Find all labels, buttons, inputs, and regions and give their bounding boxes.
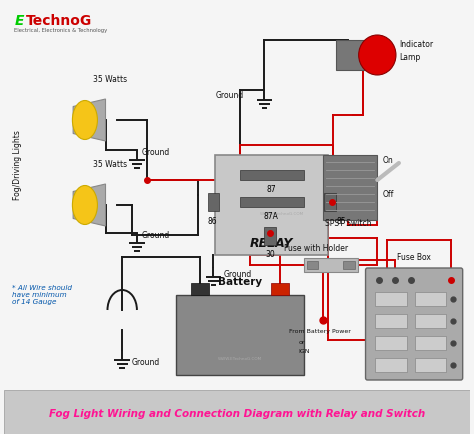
Bar	[240, 197, 304, 207]
Polygon shape	[73, 184, 106, 226]
Bar	[415, 292, 446, 306]
Bar	[343, 261, 355, 269]
Bar	[415, 336, 446, 350]
Bar	[4, 390, 470, 434]
Text: Ground: Ground	[215, 91, 244, 100]
Text: WWW.ETechnoG.COM: WWW.ETechnoG.COM	[218, 357, 262, 361]
Text: 87: 87	[266, 185, 276, 194]
Polygon shape	[73, 99, 106, 141]
Ellipse shape	[73, 101, 98, 139]
Bar	[176, 295, 304, 375]
Text: WWW.ETechnoG.COM: WWW.ETechnoG.COM	[260, 212, 304, 216]
Text: SPST Switch: SPST Switch	[325, 219, 372, 228]
Text: On: On	[382, 156, 393, 165]
Text: Lamp: Lamp	[399, 53, 420, 62]
Text: WWW.ETechnoG.COM: WWW.ETechnoG.COM	[373, 357, 417, 361]
Text: 86: 86	[208, 217, 217, 226]
Bar	[191, 283, 209, 295]
Text: Battery: Battery	[218, 277, 262, 287]
Text: or: or	[299, 340, 305, 345]
Bar	[208, 193, 219, 211]
Text: TechnoG: TechnoG	[26, 14, 92, 28]
Text: * All Wire should
have minimum
of 14 Gauge: * All Wire should have minimum of 14 Gau…	[12, 285, 73, 305]
Bar	[375, 358, 407, 372]
Bar	[415, 358, 446, 372]
Text: 87A: 87A	[264, 212, 279, 221]
Bar	[324, 193, 336, 211]
Text: Ground: Ground	[142, 148, 170, 157]
Text: Fog Light Wiring and Connection Diagram with Relay and Switch: Fog Light Wiring and Connection Diagram …	[49, 409, 425, 419]
Bar	[271, 283, 289, 295]
Text: From Battery Power: From Battery Power	[289, 329, 351, 334]
Bar	[307, 261, 319, 269]
Text: Ground: Ground	[142, 231, 170, 240]
Text: 35 Watts: 35 Watts	[93, 75, 127, 84]
Bar	[240, 170, 304, 180]
Text: Indicator: Indicator	[399, 40, 433, 49]
Text: IGN: IGN	[299, 349, 310, 354]
Text: Fuse with Holder: Fuse with Holder	[284, 244, 348, 253]
Text: 30: 30	[265, 250, 275, 259]
Text: Electrical, Electronics & Technology: Electrical, Electronics & Technology	[14, 28, 108, 33]
Text: 35 Watts: 35 Watts	[93, 160, 127, 169]
Bar	[415, 314, 446, 328]
Text: 85: 85	[336, 217, 346, 226]
Bar	[215, 155, 328, 255]
FancyBboxPatch shape	[365, 268, 463, 380]
Bar	[336, 40, 365, 70]
Text: Ground: Ground	[132, 358, 160, 367]
Text: E: E	[14, 14, 24, 28]
Text: Ground: Ground	[223, 270, 252, 279]
Bar	[375, 314, 407, 328]
Ellipse shape	[359, 35, 396, 75]
Bar	[304, 258, 358, 272]
Bar	[375, 336, 407, 350]
Text: Fog/Driving Lights: Fog/Driving Lights	[13, 130, 22, 200]
Text: Off: Off	[382, 190, 393, 199]
Ellipse shape	[73, 185, 98, 224]
Text: RELAY: RELAY	[250, 237, 293, 250]
Bar	[264, 227, 276, 245]
Text: Fuse Box: Fuse Box	[397, 253, 431, 262]
Bar	[323, 155, 377, 220]
Bar	[375, 292, 407, 306]
